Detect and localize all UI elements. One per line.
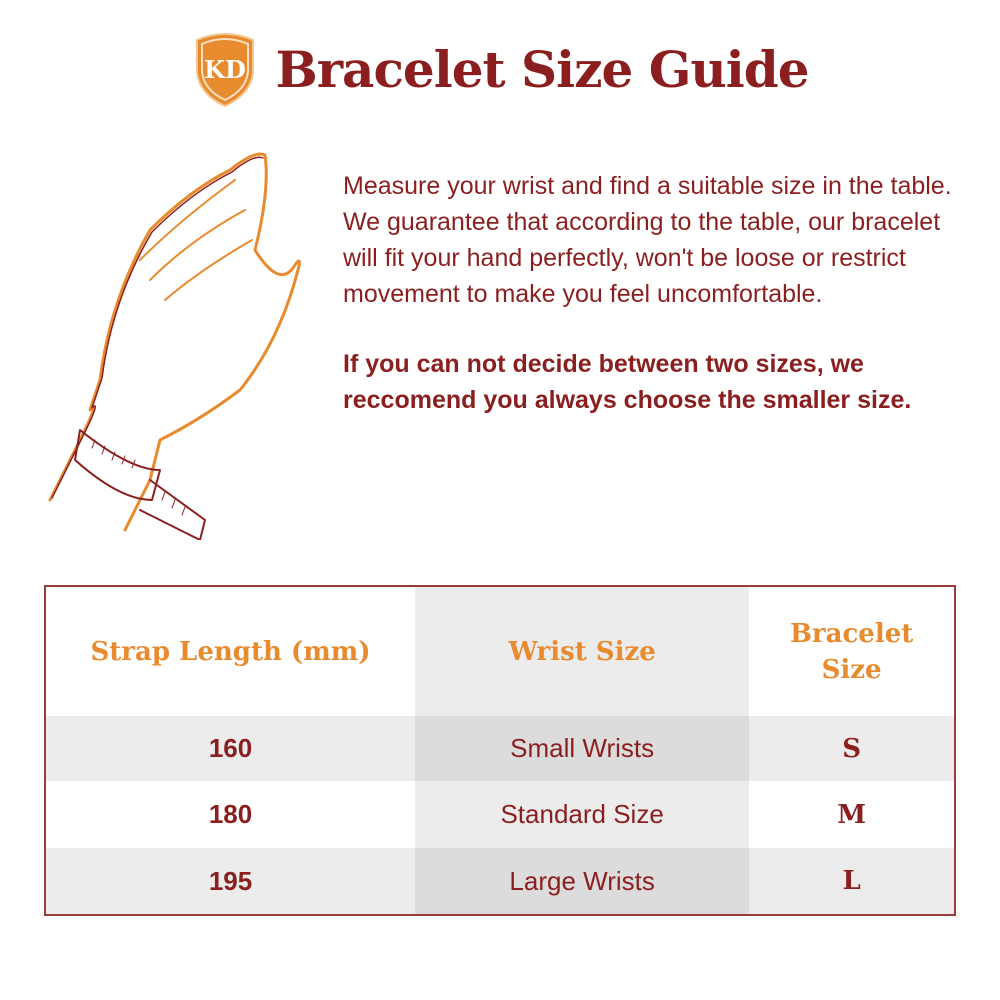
table-row: 160 Small Wrists S (45, 716, 955, 781)
instruction-text: Measure your wrist and find a suitable s… (343, 172, 952, 200)
page-title: Bracelet Size Guide (275, 39, 809, 99)
wrist-size-cell: Large Wrists (415, 848, 750, 915)
wrist-size-cell: Small Wrists (415, 716, 750, 781)
advice-text: If you can not decide between two sizes,… (343, 350, 912, 414)
header-strap-length: Strap Length (mm) (45, 586, 416, 716)
size-table: Strap Length (mm) Wrist Size Bracelet Si… (44, 585, 956, 916)
bracelet-size-cell: M (749, 781, 955, 848)
bracelet-size-cell: L (749, 848, 955, 915)
svg-text:KD: KD (205, 55, 247, 84)
hand-with-measuring-tape-icon (48, 152, 301, 540)
header-wrist-size: Wrist Size (415, 586, 750, 716)
header-bracelet-size: Bracelet Size (749, 586, 955, 716)
strap-length-cell: 160 (45, 716, 416, 781)
table-row: 195 Large Wrists L (45, 848, 955, 915)
bracelet-size-cell: S (749, 716, 955, 781)
strap-length-cell: 195 (45, 848, 416, 915)
description: Measure your wrist and find a suitable s… (343, 168, 963, 418)
wrist-size-cell: Standard Size (415, 781, 750, 848)
guarantee-text: We guarantee that according to the table… (343, 208, 941, 308)
table-row: 180 Standard Size M (45, 781, 955, 848)
table-header-row: Strap Length (mm) Wrist Size Bracelet Si… (45, 586, 955, 716)
strap-length-cell: 180 (45, 781, 416, 848)
header: KD Bracelet Size Guide (0, 30, 1000, 108)
kd-logo: KD (196, 33, 255, 108)
